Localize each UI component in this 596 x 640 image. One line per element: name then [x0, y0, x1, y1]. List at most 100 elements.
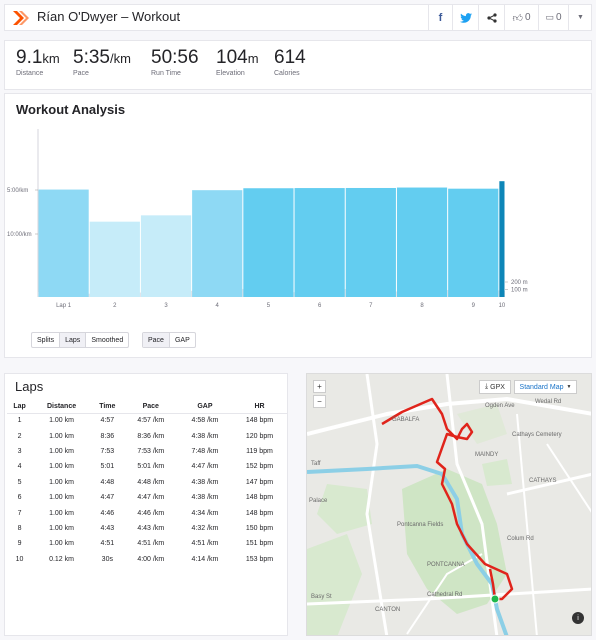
pace-bar [294, 188, 345, 297]
map-type-select[interactable]: Standard Map ▼ [514, 380, 577, 394]
lap-row[interactable]: 4 1.00 km 5:01 5:01 /km 4:47 /km 152 bpm [7, 459, 287, 474]
lap-cell-distance: 0.12 km [49, 555, 74, 563]
lap-cell-lap: 3 [17, 447, 22, 455]
x-tick-label: Lap 1 [56, 303, 72, 309]
thumbs-up-icon: 👍︎ [512, 12, 523, 24]
pace-bar [89, 221, 140, 297]
share-button[interactable] [478, 5, 504, 30]
view-toggle-group: Splits Laps Smoothed [31, 332, 130, 348]
col-distance[interactable]: Distance [32, 401, 91, 414]
download-icon: ⤓ [485, 383, 489, 390]
comments-button[interactable]: ▭ 0 [538, 5, 568, 30]
kudos-button[interactable]: 👍︎ 0 [504, 5, 538, 30]
zoom-out-button[interactable]: − [313, 395, 326, 408]
lap-cell-hr: 148 bpm [245, 509, 274, 517]
lap-cell-gap: 4:14 /km [191, 555, 219, 563]
lap-cell-gap: 4:38 /km [191, 478, 219, 486]
stat-label: Distance [16, 70, 44, 77]
lap-cell-lap: 10 [15, 555, 24, 563]
activity-title: Rían O'Dwyer – Workout [37, 9, 181, 24]
stat-value: 9.1 [16, 47, 43, 68]
col-pace[interactable]: Pace [123, 401, 178, 414]
lap-cell-time: 7:53 [100, 447, 115, 455]
lap-cell-distance: 1.00 km [49, 463, 74, 471]
lap-cell-pace: 4:00 /km [137, 555, 165, 563]
metric-toggle-group: Pace GAP [142, 332, 196, 348]
lap-row[interactable]: 3 1.00 km 7:53 7:53 /km 7:48 /km 119 bpm [7, 444, 287, 459]
lap-row[interactable]: 2 1.00 km 8:36 8:36 /km 4:38 /km 120 bpm [7, 428, 287, 443]
zoom-in-button[interactable]: + [313, 380, 326, 393]
stat-value: 5:35 [73, 47, 110, 68]
y-tick-label: 10:00/km [7, 232, 32, 238]
lap-cell-hr: 150 bpm [245, 524, 274, 532]
laps-table: Lap Distance Time Pace GAP HR 1 1.00 km 4:… [7, 401, 287, 567]
stat-value: 614 [274, 47, 306, 68]
stat-distance: 9.1km Distance [16, 47, 60, 77]
x-tick-label: 2 [113, 303, 117, 309]
lap-cell-distance: 1.00 km [49, 432, 74, 440]
lap-cell-time: 4:47 [100, 494, 115, 502]
lap-row[interactable]: 5 1.00 km 4:48 4:48 /km 4:38 /km 147 bpm [7, 475, 287, 490]
comment-icon: ▭ [545, 12, 554, 22]
lap-cell-gap: 4:58 /km [191, 417, 219, 425]
stat-value: 104 [216, 47, 248, 68]
splits-button[interactable]: Splits [32, 333, 61, 347]
stat-unit: m [247, 51, 259, 66]
stat-run-time: 50:56 Run Time [151, 47, 199, 77]
lap-cell-distance: 1.00 km [49, 509, 74, 517]
map-label-canton: CANTON [375, 607, 401, 613]
route-map[interactable]: GABALFA MAINDY CATHAYS Cathays Cemetery … [306, 373, 592, 636]
pace-button[interactable]: Pace [143, 333, 170, 347]
map-label-gabalfa: GABALFA [392, 417, 420, 423]
lap-cell-time: 4:51 [100, 540, 115, 548]
smoothed-button[interactable]: Smoothed [91, 336, 124, 344]
lap-cell-gap: 4:34 /km [191, 509, 219, 517]
lap-cell-gap: 4:51 /km [191, 540, 219, 548]
lap-cell-distance: 1.00 km [49, 447, 74, 455]
lap-pace-chart[interactable]: Lap 1 2 3 4 5 6 7 8 9 10 5:00/km 10:00/km 200 m 100 m [5, 124, 591, 314]
pace-bar [38, 189, 89, 297]
stat-label: Elevation [216, 70, 245, 77]
laps-button[interactable]: Laps [60, 333, 87, 347]
stat-elevation: 104m Elevation [216, 47, 259, 77]
map-label-wedal-rd: Wedal Rd [535, 399, 562, 405]
lap-row[interactable]: 9 1.00 km 4:51 4:51 /km 4:51 /km 151 bpm [7, 536, 287, 551]
x-tick-label: 5 [267, 303, 271, 309]
lap-cell-gap: 4:38 /km [191, 494, 219, 502]
facebook-icon: f [438, 11, 443, 24]
lap-cell-hr: 147 bpm [245, 478, 274, 486]
lap-cell-distance: 1.00 km [49, 478, 74, 486]
pace-bar [140, 215, 192, 297]
analysis-title: Workout Analysis [16, 102, 126, 117]
twitter-share-button[interactable] [452, 5, 478, 30]
lap-row[interactable]: 1 1.00 km 4:57 4:57 /km 4:58 /km 148 bpm [7, 413, 287, 428]
elevation-tick-label: 100 m [511, 288, 528, 294]
col-time[interactable]: Time [90, 401, 124, 414]
laps-header-row: Lap Distance Time Pace GAP HR [7, 401, 287, 414]
lap-row[interactable]: 6 1.00 km 4:47 4:47 /km 4:38 /km 148 bpm [7, 490, 287, 505]
caret-down-icon: ▼ [566, 384, 572, 390]
lap-row[interactable]: 10 0.12 km 30s 4:00 /km 4:14 /km 153 bpm [7, 552, 287, 567]
info-icon[interactable]: i [572, 612, 584, 624]
gpx-download-button[interactable]: ⤓ GPX [479, 380, 511, 394]
gpx-label: GPX [490, 383, 505, 391]
col-hr[interactable]: HR [232, 401, 287, 414]
workout-analysis-panel: Workout Analysis Lap 1 2 3 4 5 6 7 8 9 10 5:00/km 1… [4, 93, 592, 358]
gap-button[interactable]: GAP [174, 336, 190, 344]
laps-title: Laps [15, 379, 44, 394]
lap-cell-lap: 6 [17, 494, 22, 502]
lap-cell-hr: 151 bpm [245, 540, 274, 548]
col-lap[interactable]: Lap [7, 401, 33, 414]
lap-row[interactable]: 8 1.00 km 4:43 4:43 /km 4:32 /km 150 bpm [7, 521, 287, 536]
map-canvas[interactable] [307, 374, 592, 636]
map-label-taff: Taff [311, 461, 321, 467]
facebook-share-button[interactable]: f [428, 5, 452, 30]
col-gap[interactable]: GAP [177, 401, 233, 414]
lap-cell-pace: 4:43 /km [137, 524, 165, 532]
lap-cell-lap: 7 [17, 509, 22, 517]
more-actions-button[interactable]: ▼ [568, 5, 592, 30]
lap-row[interactable]: 7 1.00 km 4:46 4:46 /km 4:34 /km 148 bpm [7, 505, 287, 520]
lap-cell-gap: 4:38 /km [191, 432, 219, 440]
x-tick-label: 3 [164, 303, 168, 309]
map-label-cathedral-rd: Cathedral Rd [427, 592, 463, 598]
